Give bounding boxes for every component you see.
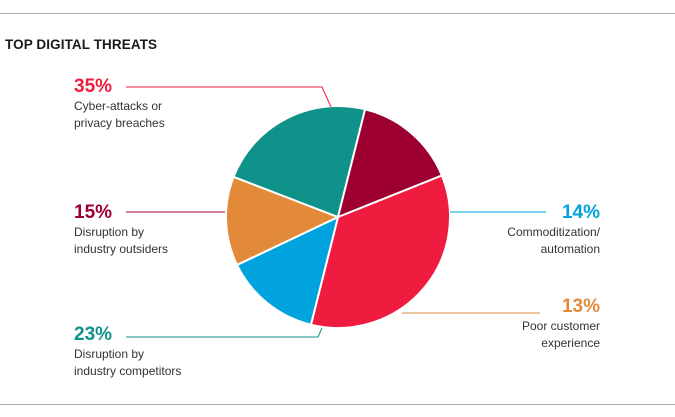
top-rule xyxy=(0,13,675,14)
leader-line-industry-competitors xyxy=(126,327,323,338)
slice-customer-experience xyxy=(224,175,339,266)
slice-industry-competitors xyxy=(232,105,367,218)
pie-slices xyxy=(224,105,451,329)
leader-lines xyxy=(126,86,546,338)
pct-cyber-attacks: 35% xyxy=(74,76,113,97)
bottom-rule xyxy=(0,404,675,405)
desc-cyber-attacks-2: privacy breaches xyxy=(74,116,165,130)
label-industry-outsiders: 15% Disruption by industry outsiders xyxy=(74,202,274,258)
desc-industry-outsiders-2: industry outsiders xyxy=(74,242,169,256)
desc-industry-competitors-2: industry competitors xyxy=(74,364,182,378)
label-commoditization: 14% Commoditization/ automation xyxy=(400,202,600,258)
desc-commoditization-2: automation xyxy=(540,242,600,256)
slice-industry-outsiders xyxy=(337,108,443,218)
chart-title: TOP DIGITAL THREATS xyxy=(5,37,158,52)
desc-industry-competitors-1: Disruption by xyxy=(74,347,145,361)
label-customer-experience: 13% Poor customer experience xyxy=(400,296,600,352)
leader-line-cyber-attacks xyxy=(126,86,332,108)
pct-customer-experience: 13% xyxy=(561,296,600,317)
desc-commoditization-1: Commoditization/ xyxy=(507,225,600,239)
desc-customer-experience-2: experience xyxy=(541,336,600,350)
desc-industry-outsiders-1: Disruption by xyxy=(74,225,145,239)
slice-cyber-attacks xyxy=(309,174,451,329)
desc-cyber-attacks-1: Cyber-attacks or xyxy=(74,99,163,113)
label-cyber-attacks: 35% Cyber-attacks or privacy breaches xyxy=(74,76,274,132)
pct-industry-outsiders: 15% xyxy=(74,202,113,223)
desc-customer-experience-1: Poor customer xyxy=(521,319,600,333)
pct-commoditization: 14% xyxy=(561,202,600,223)
label-industry-competitors: 23% Disruption by industry competitors xyxy=(74,324,274,380)
pct-industry-competitors: 23% xyxy=(74,324,113,345)
slice-commoditization xyxy=(235,216,339,326)
